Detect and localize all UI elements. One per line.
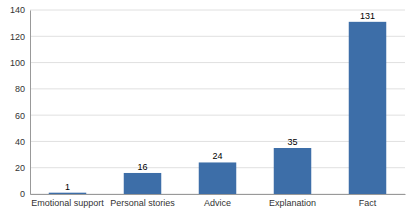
x-tick-label: Fact xyxy=(359,198,377,208)
y-tick-label: 140 xyxy=(10,5,25,15)
y-tick: 40 xyxy=(15,137,30,147)
y-tick: 140 xyxy=(10,5,30,15)
x-tick-label: Explanation xyxy=(269,198,316,208)
chart: 0 20 40 60 80 100 120 140 Emotional support Perso… xyxy=(0,0,413,216)
bar xyxy=(199,162,237,194)
bar xyxy=(49,193,87,194)
bar xyxy=(124,173,162,194)
x-tick-label: Personal stories xyxy=(110,198,175,208)
bar xyxy=(349,22,387,194)
y-tick-label: 40 xyxy=(15,137,25,147)
grid xyxy=(30,10,405,194)
y-tick: 100 xyxy=(10,58,30,68)
x-tick: Emotional support xyxy=(31,194,104,208)
x-tick-label: Emotional support xyxy=(31,198,104,208)
x-tick: Personal stories xyxy=(110,194,175,208)
x-tick: Explanation xyxy=(269,194,316,208)
y-axis: 0 20 40 60 80 100 120 140 xyxy=(10,5,31,199)
plot: 0 20 40 60 80 100 120 140 Emotional support Perso… xyxy=(10,5,406,208)
x-axis: Emotional support Personal stories Advice E… xyxy=(31,194,406,208)
y-tick-label: 20 xyxy=(15,163,25,173)
y-tick: 0 xyxy=(20,189,30,199)
data-label: 35 xyxy=(287,137,297,147)
y-tick: 120 xyxy=(10,32,30,42)
bars xyxy=(49,22,387,194)
x-tick: Advice xyxy=(204,194,231,208)
y-tick-label: 60 xyxy=(15,111,25,121)
bar xyxy=(274,148,312,194)
y-tick-label: 80 xyxy=(15,84,25,94)
data-label: 131 xyxy=(360,11,375,21)
y-tick-label: 120 xyxy=(10,32,25,42)
y-tick: 80 xyxy=(15,84,30,94)
data-label: 24 xyxy=(212,151,222,161)
y-axis-line xyxy=(30,11,31,195)
x-tick: Fact xyxy=(359,194,377,208)
data-label: 1 xyxy=(65,182,70,192)
y-tick-label: 100 xyxy=(10,58,25,68)
y-tick: 20 xyxy=(15,163,30,173)
grid-line xyxy=(30,10,405,11)
y-tick: 60 xyxy=(15,111,30,121)
x-axis-line xyxy=(31,194,406,195)
data-label: 16 xyxy=(137,162,147,172)
x-tick-label: Advice xyxy=(204,198,231,208)
y-tick-label: 0 xyxy=(20,189,25,199)
data-labels: 1 16 24 35 131 xyxy=(65,11,375,192)
